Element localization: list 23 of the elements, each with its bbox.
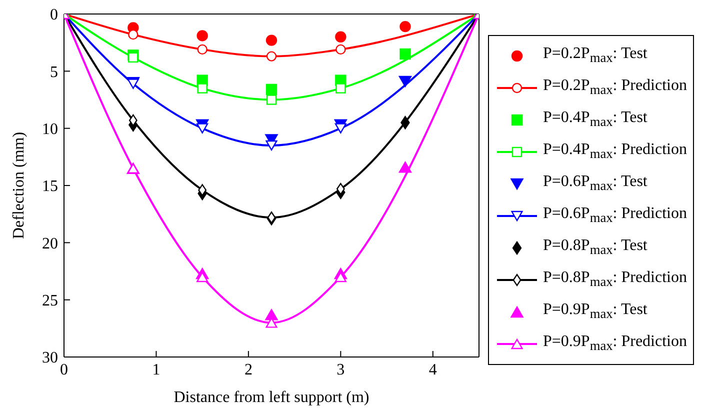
y-tick-label: 10 [42,121,58,138]
x-tick-label: 2 [244,361,252,378]
y-tick-label: 5 [50,64,58,81]
y-axis-title: Deflection (mm) [10,132,28,240]
x-tick-label: 3 [336,361,345,378]
legend-label: P=0.8P$_{max}$: Prediction [543,269,687,291]
legend-label: P=0.2P$_{max}$: Prediction [543,77,687,99]
x-axis-title: Distance from left support (m) [174,389,370,406]
legend-label: P=0.4P$_{max}$: Test [543,109,648,131]
legend-label: P=0.4P$_{max}$: Prediction [543,141,687,163]
legend-label: P=0.9P$_{max}$: Test [543,301,648,323]
y-tick-label: 30 [42,350,58,367]
legend-label: P=0.6P$_{max}$: Prediction [543,205,687,227]
y-tick-label: 20 [42,235,58,252]
legend-label: P=0.2P$_{max}$: Test [543,45,648,67]
y-tick-label: 25 [42,292,58,310]
x-tick-label: 1 [152,361,160,378]
legend-label: P=0.8P$_{max}$: Test [543,237,648,259]
y-tick-label: 15 [42,178,58,196]
x-tick-label: 4 [428,361,437,378]
y-tick-label: 0 [50,6,58,24]
legend-label: P=0.6P$_{max}$: Test [543,173,648,195]
legend-label: P=0.9P$_{max}$: Prediction [543,333,687,355]
